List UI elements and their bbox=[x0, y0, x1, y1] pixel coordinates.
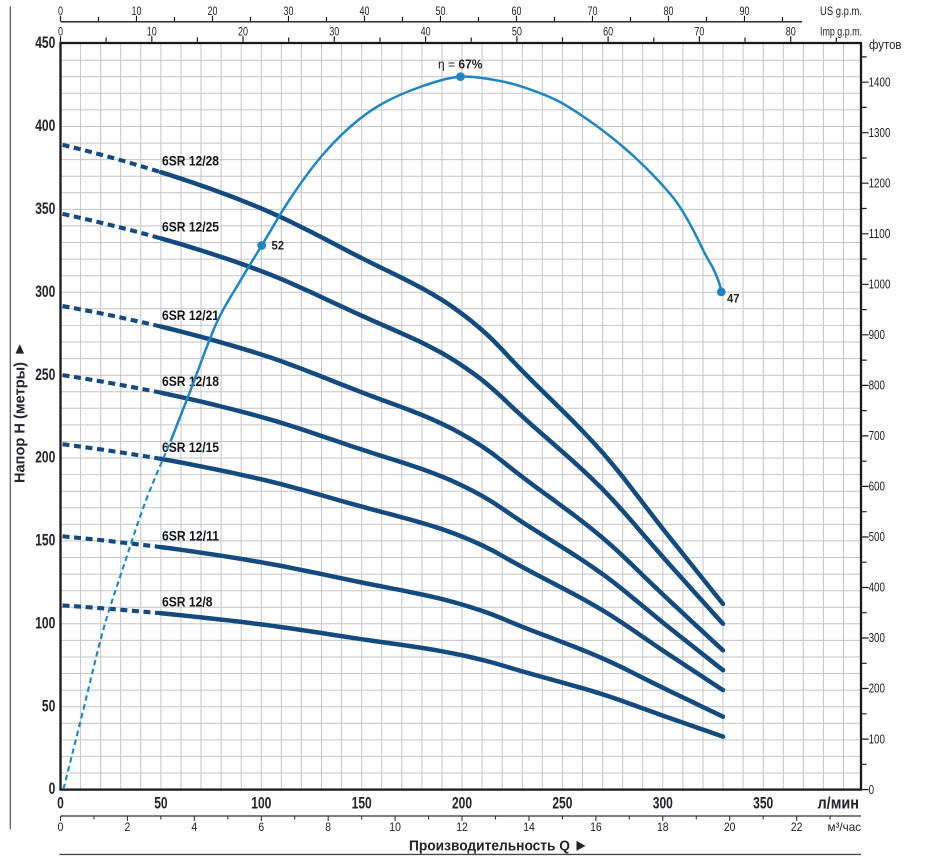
svg-text:0: 0 bbox=[869, 783, 874, 797]
svg-text:6SR 12/18: 6SR 12/18 bbox=[162, 374, 219, 389]
svg-text:60: 60 bbox=[603, 27, 613, 39]
svg-text:250: 250 bbox=[35, 366, 55, 384]
svg-text:100: 100 bbox=[35, 614, 55, 632]
svg-text:20: 20 bbox=[724, 820, 736, 834]
svg-text:50: 50 bbox=[154, 794, 167, 812]
svg-text:300: 300 bbox=[869, 631, 885, 645]
svg-text:50: 50 bbox=[436, 6, 446, 18]
svg-text:50: 50 bbox=[512, 27, 522, 39]
svg-text:η = 67%: η = 67% bbox=[438, 57, 483, 72]
svg-text:10: 10 bbox=[389, 820, 401, 834]
svg-text:300: 300 bbox=[653, 794, 673, 812]
svg-text:200: 200 bbox=[35, 449, 55, 467]
svg-text:1200: 1200 bbox=[869, 176, 891, 190]
svg-text:6SR 12/11: 6SR 12/11 bbox=[162, 528, 219, 543]
svg-text:80: 80 bbox=[786, 27, 796, 39]
svg-text:20: 20 bbox=[238, 27, 248, 39]
svg-text:6SR 12/15: 6SR 12/15 bbox=[162, 440, 219, 455]
svg-text:150: 150 bbox=[352, 794, 372, 812]
svg-text:70: 70 bbox=[588, 6, 598, 18]
svg-text:14: 14 bbox=[523, 820, 535, 834]
svg-text:80: 80 bbox=[664, 6, 674, 18]
svg-text:4: 4 bbox=[191, 820, 197, 834]
svg-text:60: 60 bbox=[512, 6, 522, 18]
svg-text:40: 40 bbox=[421, 27, 431, 39]
svg-text:22: 22 bbox=[791, 820, 803, 834]
svg-text:л/мин: л/мин bbox=[818, 794, 860, 812]
svg-text:1400: 1400 bbox=[869, 75, 891, 89]
svg-text:200: 200 bbox=[869, 682, 885, 696]
svg-text:40: 40 bbox=[360, 6, 370, 18]
svg-text:6SR 12/25: 6SR 12/25 bbox=[162, 220, 219, 235]
svg-text:700: 700 bbox=[869, 429, 885, 443]
svg-text:10: 10 bbox=[132, 6, 142, 18]
svg-text:400: 400 bbox=[869, 581, 885, 595]
svg-text:8: 8 bbox=[325, 820, 331, 834]
svg-text:200: 200 bbox=[452, 794, 472, 812]
svg-text:800: 800 bbox=[869, 379, 885, 393]
svg-text:47: 47 bbox=[727, 291, 740, 305]
svg-text:500: 500 bbox=[869, 530, 885, 544]
svg-text:50: 50 bbox=[42, 697, 55, 715]
svg-text:30: 30 bbox=[329, 27, 339, 39]
svg-text:90: 90 bbox=[740, 6, 750, 18]
svg-text:100: 100 bbox=[869, 732, 885, 746]
svg-text:450: 450 bbox=[35, 34, 55, 52]
svg-text:70: 70 bbox=[694, 27, 704, 39]
svg-text:350: 350 bbox=[35, 200, 55, 218]
svg-text:12: 12 bbox=[456, 820, 468, 834]
svg-text:м³/час: м³/час bbox=[828, 820, 862, 834]
svg-text:1100: 1100 bbox=[869, 227, 891, 241]
svg-text:6SR 12/21: 6SR 12/21 bbox=[162, 308, 219, 323]
svg-text:Производительность Q: Производительность Q bbox=[409, 839, 570, 855]
svg-text:Напор H (метры): Напор H (метры) bbox=[11, 362, 28, 483]
svg-text:250: 250 bbox=[552, 794, 572, 812]
svg-text:0: 0 bbox=[58, 27, 63, 39]
svg-text:18: 18 bbox=[657, 820, 669, 834]
svg-text:150: 150 bbox=[35, 532, 55, 550]
svg-text:900: 900 bbox=[869, 328, 885, 342]
svg-text:400: 400 bbox=[35, 117, 55, 135]
svg-text:600: 600 bbox=[869, 480, 885, 494]
svg-text:US g.p.m.: US g.p.m. bbox=[820, 6, 862, 18]
svg-text:6SR 12/8: 6SR 12/8 bbox=[162, 595, 213, 610]
svg-text:Imp g.p.m.: Imp g.p.m. bbox=[820, 27, 862, 39]
svg-text:0: 0 bbox=[58, 6, 63, 18]
svg-text:0: 0 bbox=[58, 820, 64, 834]
svg-text:6: 6 bbox=[258, 820, 264, 834]
svg-text:100: 100 bbox=[251, 794, 271, 812]
svg-text:350: 350 bbox=[753, 794, 773, 812]
svg-text:16: 16 bbox=[590, 820, 602, 834]
svg-text:300: 300 bbox=[35, 283, 55, 301]
svg-text:футов: футов bbox=[869, 37, 902, 52]
svg-text:0: 0 bbox=[57, 794, 64, 812]
svg-text:1300: 1300 bbox=[869, 126, 891, 140]
svg-text:52: 52 bbox=[272, 238, 285, 252]
svg-text:2: 2 bbox=[125, 820, 131, 834]
svg-text:1000: 1000 bbox=[869, 278, 891, 292]
svg-text:10: 10 bbox=[147, 27, 157, 39]
svg-text:6SR 12/28: 6SR 12/28 bbox=[162, 154, 219, 169]
svg-text:20: 20 bbox=[208, 6, 218, 18]
svg-text:0: 0 bbox=[49, 780, 56, 798]
svg-text:30: 30 bbox=[284, 6, 294, 18]
